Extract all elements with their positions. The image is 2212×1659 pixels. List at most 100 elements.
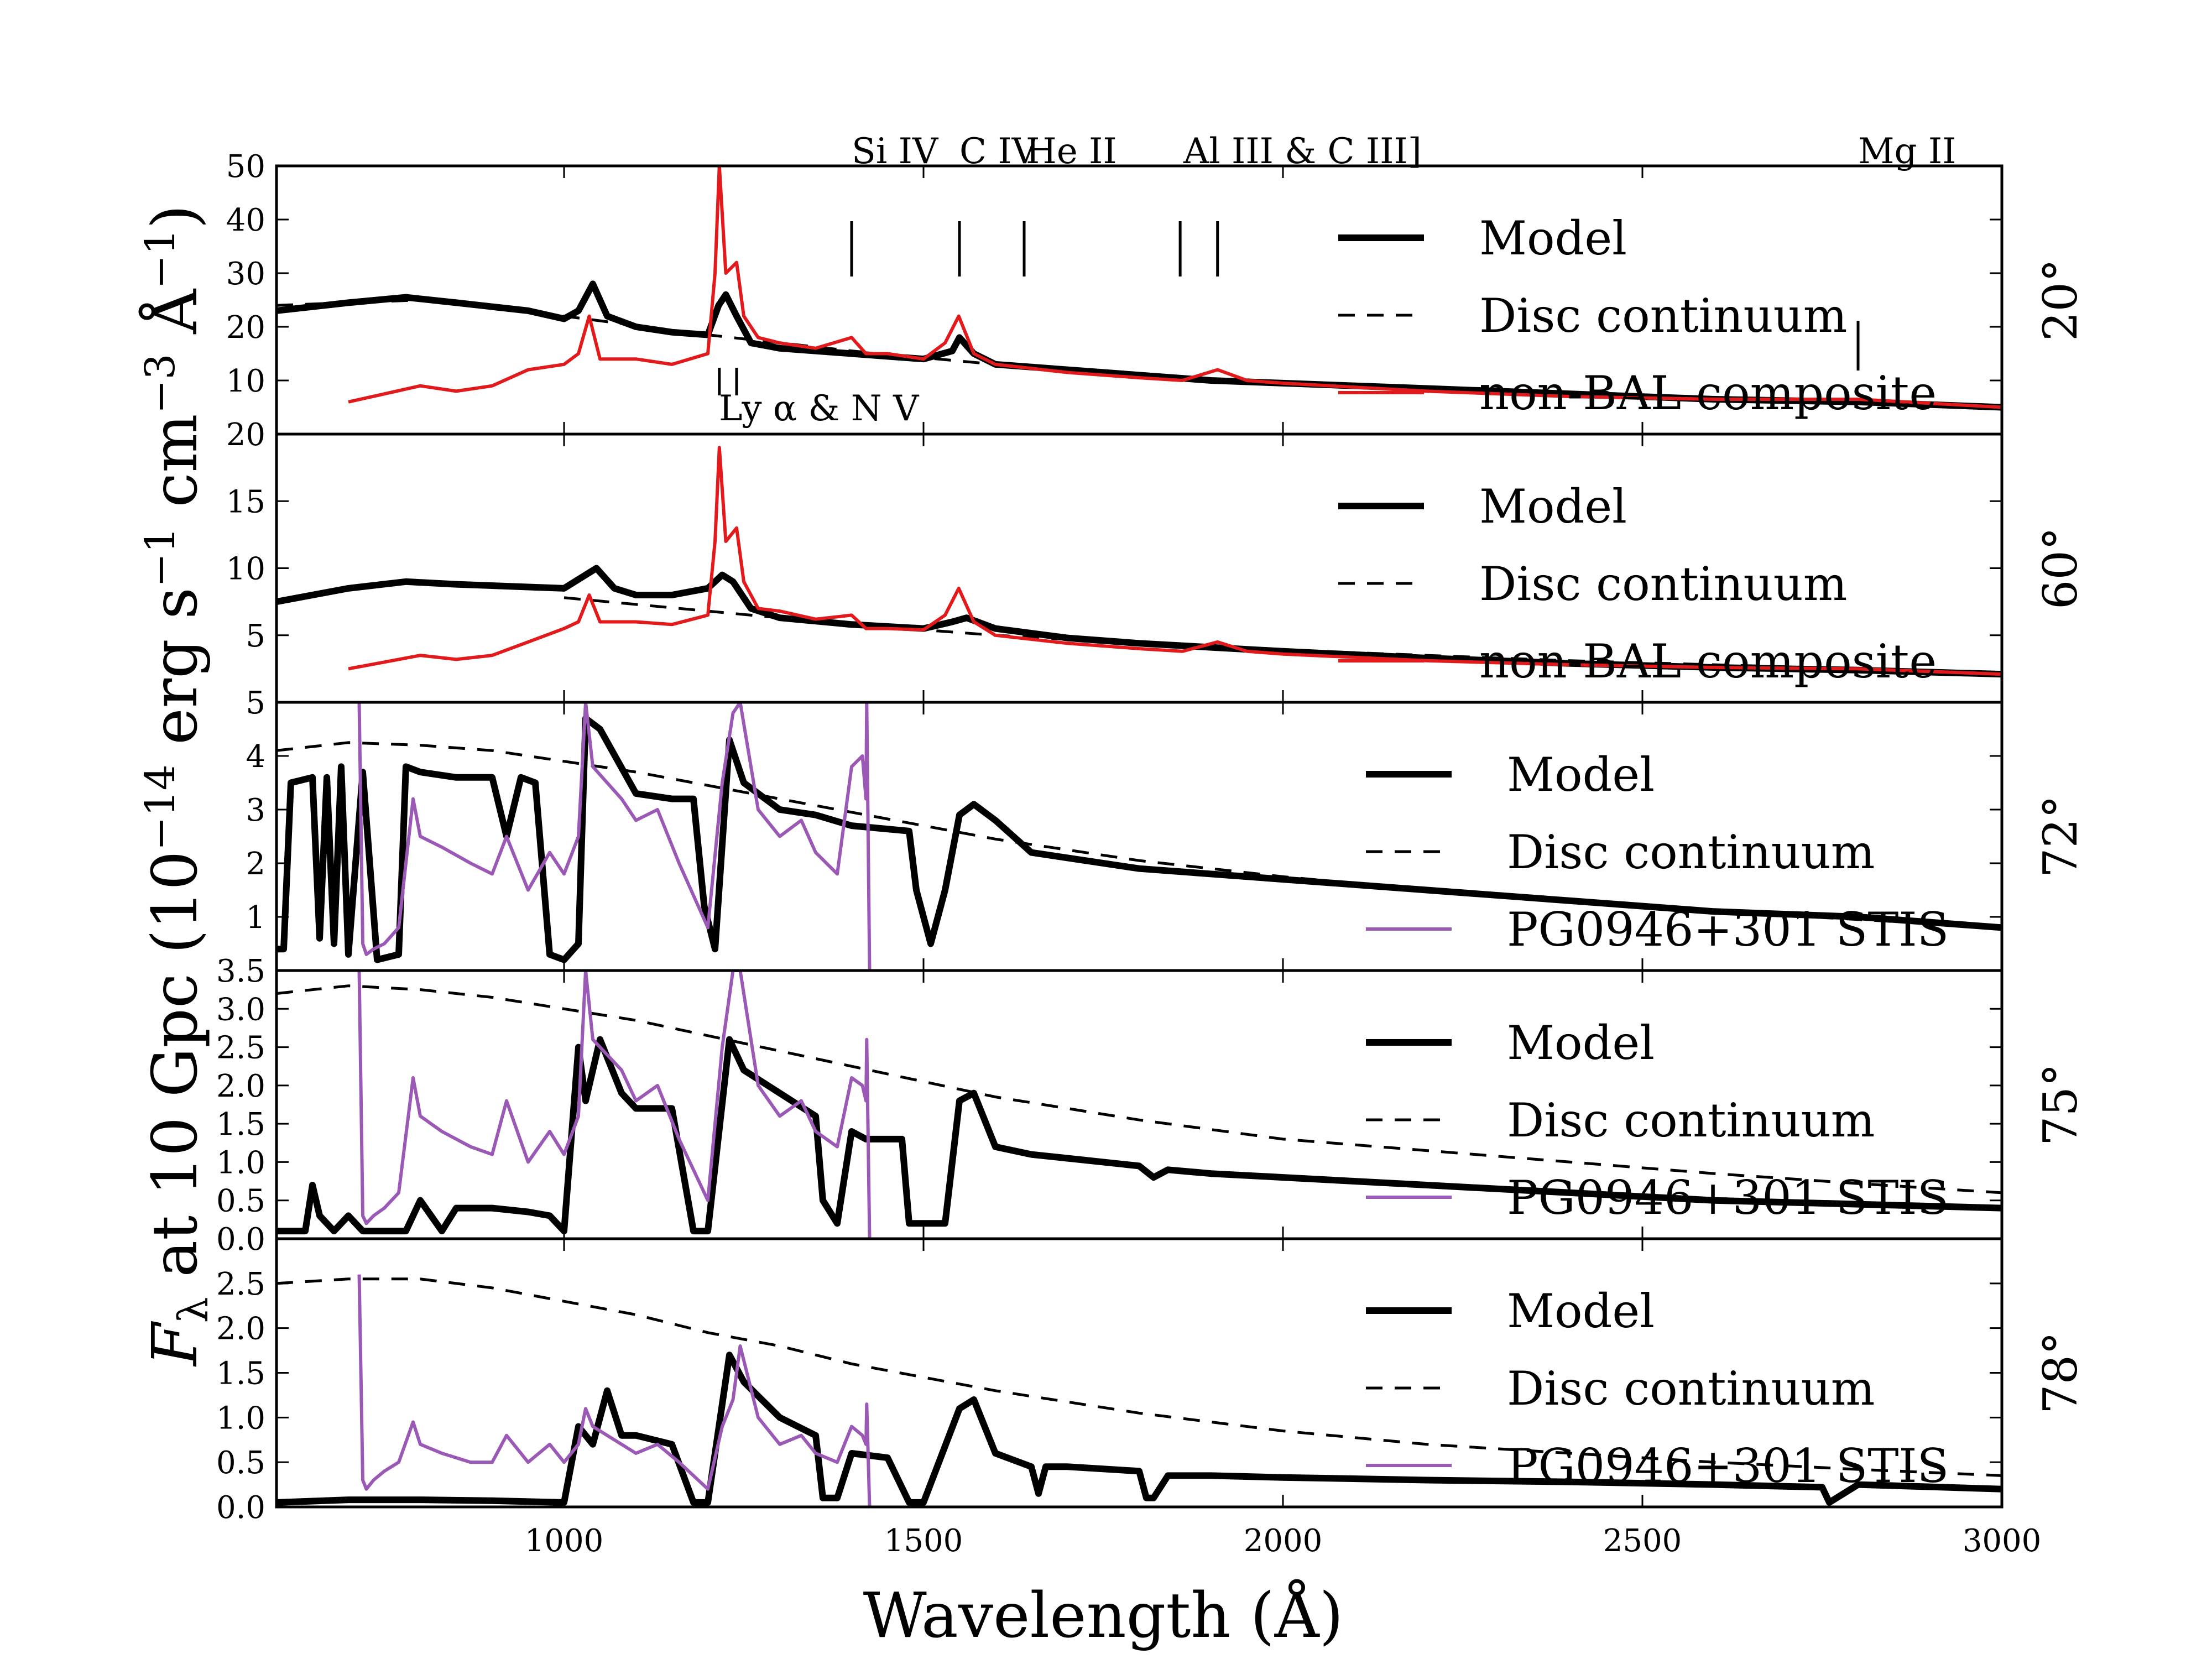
legend-label: PG0946+301 STIS [1507,1171,1949,1225]
y-axis-title-mid3: Å [138,289,211,354]
legend-label: Model [1507,1284,1655,1338]
panel-series-group [276,446,2002,678]
legend: Model Disc continuum non-BAL composite [1338,479,1937,688]
viewing-angle-label: 78° [2033,1332,2088,1414]
y-axis-title-exp3: −3 [137,353,184,414]
y-tick-label: 5 [246,685,265,721]
y-tick-label: 2.0 [216,1068,265,1104]
x-tick-label: 2500 [1603,1523,1682,1559]
y-tick-label: 1.0 [216,1145,265,1181]
series-line-pg0946-301-stis [357,702,872,971]
panels-layer: 10 20 30 40 50 Model Disc continuum non-BAL com… [216,149,2088,1559]
y-axis-title-close: ) [139,205,211,229]
y-tick-label: 3 [246,792,265,828]
legend-label: Disc continuum [1507,1093,1875,1147]
y-tick-label: 5 [246,618,265,654]
panel-2: 5 10 15 20 Model Disc continuum non-BAL compos… [226,417,2088,704]
viewing-angle-label: 60° [2033,527,2088,609]
series-line-disc-continuum [276,1277,2002,1477]
legend-label: non-BAL composite [1479,634,1937,688]
legend-label: non-BAL composite [1479,366,1937,420]
legend-label: Model [1507,748,1655,802]
legend-label: Disc continuum [1479,557,1847,611]
legend-label: Model [1479,211,1627,265]
line-marker-label: Al III & C III] [1183,131,1422,172]
y-tick-label: 20 [226,417,265,453]
y-axis-title-mid2: cm [139,414,211,527]
x-axis-title: Wavelength (Å) [863,1579,1344,1652]
y-tick-label: 1 [246,900,265,936]
line-marker-label: C IV [959,131,1039,172]
y-axis-title-f: F [139,1321,211,1367]
y-tick-label: 40 [226,202,265,238]
y-tick-label: 0.5 [216,1183,265,1219]
panel-series-group [276,702,2002,971]
y-tick-label: 10 [226,551,265,587]
legend-label: Model [1479,479,1627,534]
panel-series-group [276,166,2002,411]
x-tick-label: 1500 [884,1523,963,1559]
y-axis-title-rest: at 10 Gpc (10 [139,851,211,1297]
legend-label: Disc continuum [1479,289,1847,343]
y-tick-label: 2.5 [216,1030,265,1066]
legend-label: Model [1507,1016,1655,1070]
y-tick-label: 10 [226,363,265,399]
legend: Model Disc continuum non-BAL composite [1338,211,1937,420]
y-tick-label: 2 [246,846,265,882]
legend-label: Disc continuum [1507,825,1875,879]
panel-4: 0.00.51.01.52.02.53.03.5 Model Disc contin… [216,953,2088,1258]
legend: Model Disc continuum PG0946+301 STIS [1366,748,1949,957]
y-axis-title: Fλ at 10 Gpc (10−14 erg s−1 cm−3 Å−1) [137,205,217,1367]
y-axis-title-lambda: λ [170,1297,217,1323]
y-axis-title-exp4: −1 [137,229,184,289]
y-tick-label: 3.5 [216,953,265,989]
y-axis-title-mid: erg s [139,587,211,764]
series-line-model [276,1036,2002,1235]
series-line-pg0946-301-stis [357,1274,872,1507]
viewing-angle-label: 72° [2033,795,2088,878]
series-line-model [276,1352,2002,1506]
legend: Model Disc continuum PG0946+301 STIS [1366,1284,1949,1493]
legend-label: Disc continuum [1507,1361,1875,1416]
y-tick-label: 3.0 [216,992,265,1027]
panel-series-group [276,1274,2002,1507]
viewing-angle-label: 20° [2033,259,2088,341]
series-line-disc-continuum [276,984,2002,1194]
series-line-pg0946-301-stis [357,971,872,1239]
series-line-model [276,715,2002,963]
y-tick-label: 0.0 [216,1490,265,1526]
y-tick-label: 2.0 [216,1311,265,1347]
y-tick-label: 1.5 [216,1356,265,1392]
legend: Model Disc continuum PG0946+301 STIS [1366,1016,1949,1225]
x-tick-label: 1000 [525,1523,604,1559]
panel-1: 10 20 30 40 50 Model Disc continuum non-BAL com… [226,149,2088,436]
series-line-non-bal-composite [348,166,2002,409]
line-marker-label: Si IV [852,131,939,172]
x-tick-label: 3000 [1963,1523,2042,1559]
line-marker-label: Mg II [1858,131,1956,172]
y-tick-label: 30 [226,256,265,292]
y-tick-label: 1.5 [216,1107,265,1142]
y-axis-title-exp1: −14 [137,764,184,851]
y-tick-label: 15 [226,484,265,520]
y-tick-label: 2.5 [216,1266,265,1302]
y-axis-title-exp2: −1 [137,527,184,587]
x-tick-label: 2000 [1244,1523,1323,1559]
series-line-non-bal-composite [348,446,2002,676]
y-tick-label: 0.0 [216,1222,265,1258]
viewing-angle-label: 75° [2033,1063,2088,1146]
line-marker-label: He II [1026,131,1117,172]
y-tick-label: 50 [226,149,265,185]
y-tick-label: 1.0 [216,1400,265,1436]
y-tick-label: 20 [226,310,265,346]
y-tick-label: 4 [246,739,265,775]
legend-label: PG0946+301 STIS [1507,1439,1949,1493]
legend-label: PG0946+301 STIS [1507,902,1949,957]
line-marker-label: Ly α & N V [719,388,920,429]
panel-3: 1 2 3 4 5 Model Disc continuum PG0946+301 STIS 7… [246,685,2088,972]
y-tick-label: 0.5 [216,1445,265,1481]
series-line-model [276,565,2002,678]
panel-series-group [276,971,2002,1239]
